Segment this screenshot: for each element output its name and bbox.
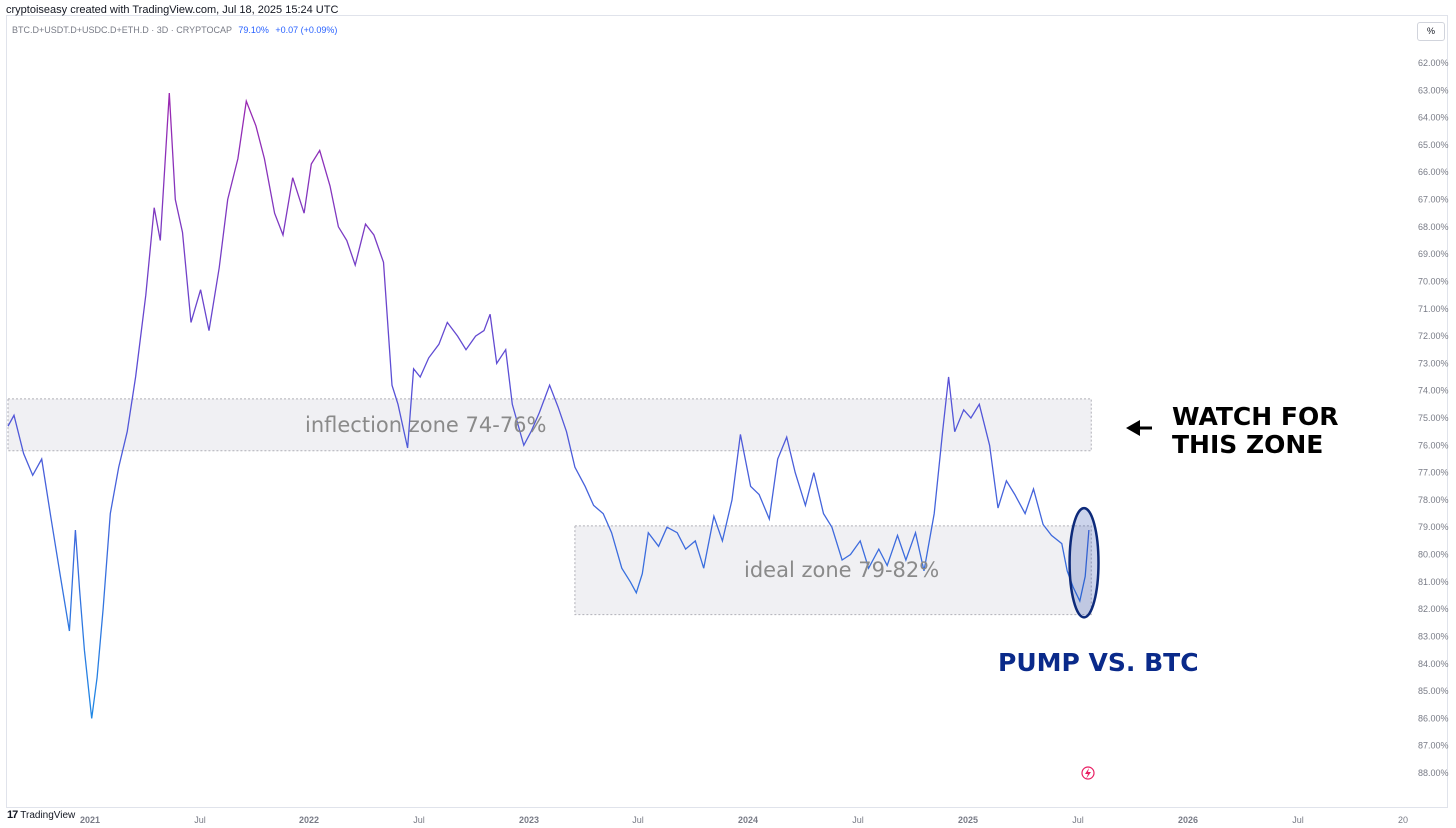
attribution-text: cryptoiseasy created with TradingView.co… bbox=[6, 4, 339, 16]
percent-scale-button[interactable]: % bbox=[1417, 22, 1445, 41]
y-tick-label: 64.00% bbox=[1418, 113, 1449, 123]
y-tick-label: 87.00% bbox=[1418, 741, 1449, 751]
y-tick-label: 79.00% bbox=[1418, 522, 1449, 532]
y-tick-label: 74.00% bbox=[1418, 386, 1449, 396]
x-tick-label: 2021 bbox=[80, 815, 100, 825]
ideal-zone-label: ideal zone 79-82% bbox=[744, 558, 939, 582]
y-tick-label: 63.00% bbox=[1418, 85, 1449, 95]
watch-label-line2: THIS ZONE bbox=[1172, 430, 1323, 459]
arrow-head-icon bbox=[1126, 420, 1140, 436]
change-value: +0.07 (+0.09%) bbox=[275, 25, 338, 35]
x-tick-label: Jul bbox=[1072, 815, 1084, 825]
y-tick-label: 78.00% bbox=[1418, 495, 1449, 505]
y-tick-label: 81.00% bbox=[1418, 577, 1449, 587]
y-tick-label: 72.00% bbox=[1418, 331, 1449, 341]
x-tick-label: 2026 bbox=[1178, 815, 1198, 825]
symbol-legend: BTC.D+USDT.D+USDC.D+ETH.D · 3D · CRYPTOC… bbox=[12, 25, 337, 35]
x-tick-label: Jul bbox=[413, 815, 425, 825]
y-tick-label: 71.00% bbox=[1418, 304, 1449, 314]
dominance-line bbox=[7, 92, 1090, 719]
y-tick-label: 77.00% bbox=[1418, 468, 1449, 478]
y-tick-label: 84.00% bbox=[1418, 659, 1449, 669]
watch-label-line1: WATCH FOR bbox=[1172, 402, 1338, 431]
inflection-zone-label: inflection zone 74-76% bbox=[305, 413, 547, 437]
y-tick-label: 68.00% bbox=[1418, 222, 1449, 232]
y-tick-label: 66.00% bbox=[1418, 167, 1449, 177]
x-tick-label: Jul bbox=[632, 815, 644, 825]
y-tick-label: 88.00% bbox=[1418, 768, 1449, 778]
y-tick-label: 73.00% bbox=[1418, 358, 1449, 368]
y-tick-label: 85.00% bbox=[1418, 686, 1449, 696]
lightning-bolt-icon bbox=[1085, 768, 1091, 779]
y-tick-label: 82.00% bbox=[1418, 604, 1449, 614]
x-tick-label: 2023 bbox=[519, 815, 539, 825]
brand-name: TradingView bbox=[20, 809, 76, 821]
tradingview-logo-icon: 17 bbox=[7, 809, 18, 821]
chart-frame[interactable] bbox=[6, 15, 1448, 808]
inflection-zone-box bbox=[7, 398, 1092, 452]
tradingview-brand: 17 TradingView bbox=[7, 809, 75, 821]
x-tick-label: 2025 bbox=[958, 815, 978, 825]
x-tick-label: Jul bbox=[194, 815, 206, 825]
y-tick-label: 67.00% bbox=[1418, 195, 1449, 205]
x-tick-label: Jul bbox=[852, 815, 864, 825]
y-tick-label: 86.00% bbox=[1418, 713, 1449, 723]
y-tick-label: 69.00% bbox=[1418, 249, 1449, 259]
last-value: 79.10% bbox=[238, 25, 269, 35]
symbol-name: BTC.D+USDT.D+USDC.D+ETH.D · 3D · CRYPTOC… bbox=[12, 25, 232, 35]
highlight-ellipse bbox=[1068, 506, 1100, 619]
y-tick-label: 80.00% bbox=[1418, 550, 1449, 560]
y-tick-label: 70.00% bbox=[1418, 276, 1449, 286]
y-tick-label: 65.00% bbox=[1418, 140, 1449, 150]
x-tick-label: Jul bbox=[1292, 815, 1304, 825]
x-tick-label: 2024 bbox=[738, 815, 758, 825]
y-tick-label: 62.00% bbox=[1418, 58, 1449, 68]
pump-label: PUMP VS. BTC bbox=[998, 648, 1199, 677]
x-tick-label: 20 bbox=[1398, 815, 1408, 825]
y-tick-label: 83.00% bbox=[1418, 631, 1449, 641]
x-tick-label: 2022 bbox=[299, 815, 319, 825]
y-tick-label: 76.00% bbox=[1418, 440, 1449, 450]
y-tick-label: 75.00% bbox=[1418, 413, 1449, 423]
